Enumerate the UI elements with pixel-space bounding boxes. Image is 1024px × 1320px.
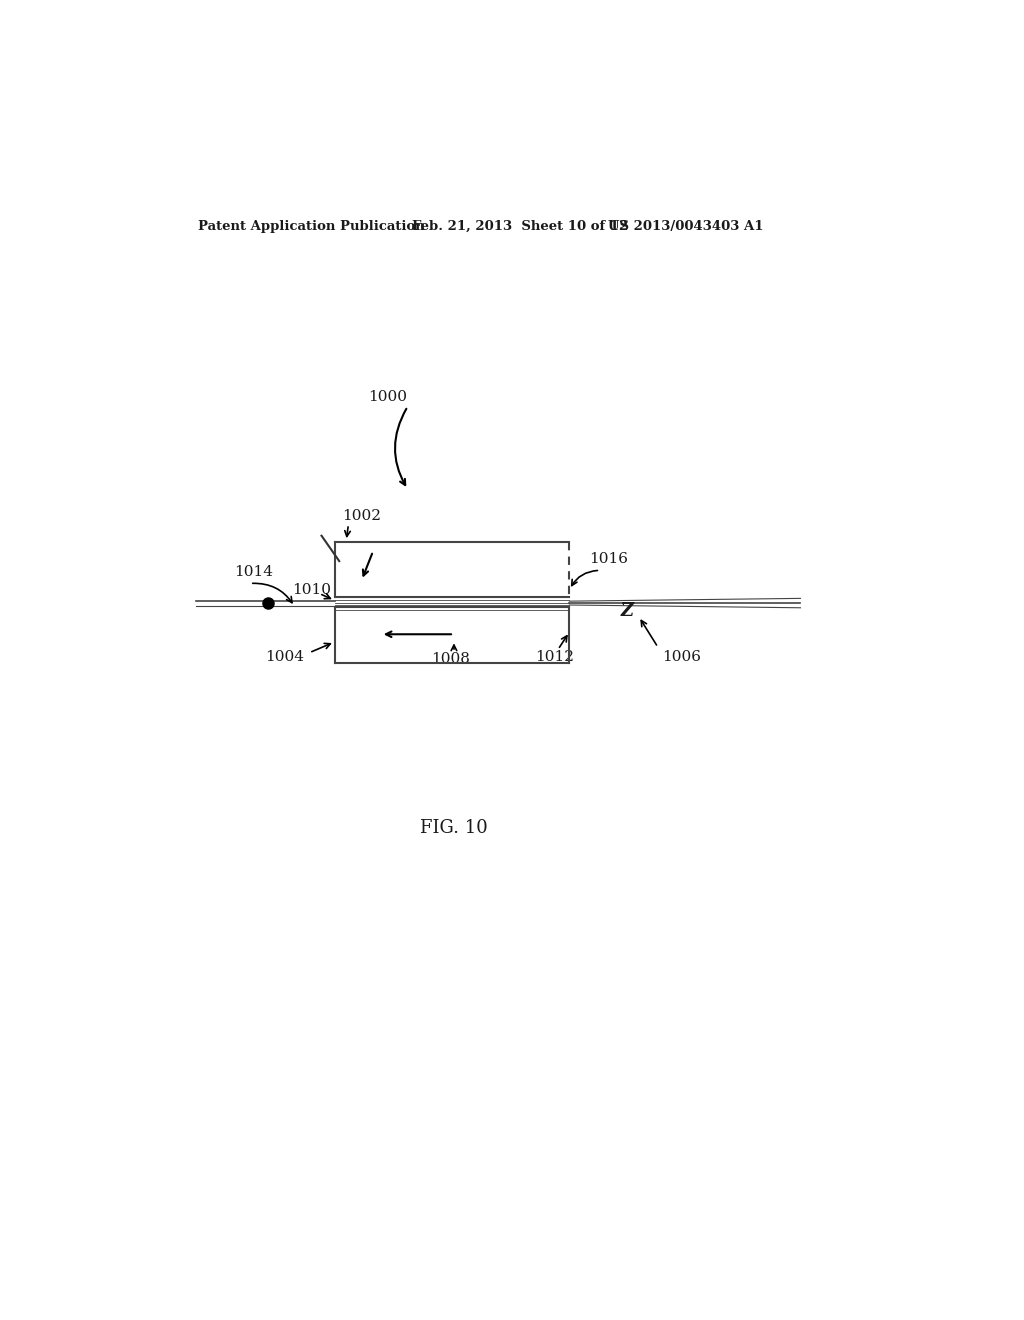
Text: US 2013/0043403 A1: US 2013/0043403 A1 — [608, 219, 764, 232]
Text: 1006: 1006 — [662, 651, 700, 664]
Text: 1014: 1014 — [234, 565, 273, 579]
Text: Z: Z — [621, 602, 634, 620]
Text: 1002: 1002 — [342, 510, 381, 524]
Text: 1016: 1016 — [589, 552, 628, 566]
Text: 1000: 1000 — [368, 391, 407, 404]
Text: 1004: 1004 — [265, 651, 304, 664]
Text: Feb. 21, 2013  Sheet 10 of 12: Feb. 21, 2013 Sheet 10 of 12 — [412, 219, 628, 232]
Text: FIG. 10: FIG. 10 — [420, 820, 487, 837]
Text: 1012: 1012 — [535, 651, 573, 664]
Text: Patent Application Publication: Patent Application Publication — [199, 219, 425, 232]
Text: 1010: 1010 — [292, 582, 331, 597]
Text: 1008: 1008 — [431, 652, 470, 665]
